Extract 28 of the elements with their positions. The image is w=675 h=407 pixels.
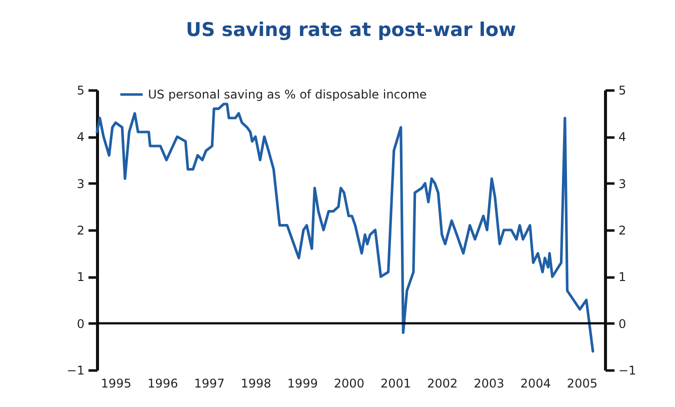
y2-tick-label: 5	[618, 84, 626, 98]
x-tick-label: 2001	[380, 376, 412, 390]
x-tick-label: 1995	[100, 376, 132, 390]
x-tick-label: 2004	[520, 376, 551, 390]
y2-tick-label: 1	[618, 270, 626, 284]
y-tick-label: −1	[66, 364, 84, 378]
y-tick-label: 2	[76, 224, 84, 238]
y2-tick-label: 0	[618, 316, 626, 331]
x-tick-label: 1999	[287, 376, 318, 390]
y2-tick-label: 2	[618, 224, 626, 238]
x-tick-label: 1997	[194, 376, 225, 390]
y-tick-label: 5	[76, 84, 84, 98]
x-tick-label: 2002	[427, 376, 458, 390]
x-tick-label: 1996	[147, 376, 178, 390]
y2-tick-label: 3	[618, 176, 626, 191]
legend-label: US personal saving as % of disposable income	[148, 88, 427, 102]
x-tick-label: 2005	[566, 376, 598, 390]
x-tick-label: 2000	[334, 376, 364, 390]
y2-tick-label: −1	[618, 364, 636, 378]
y-tick-label: 0	[76, 316, 84, 331]
y-tick-label: 4	[76, 130, 84, 144]
y-tick-label: 3	[76, 176, 84, 191]
y-tick-label: 1	[76, 270, 84, 284]
x-tick-label: 2003	[474, 376, 504, 390]
line-series	[96, 102, 594, 353]
y2-tick-label: 4	[618, 130, 626, 144]
x-tick-label: 1998	[240, 376, 272, 390]
chart-title: US saving rate at post-war low	[186, 19, 516, 41]
